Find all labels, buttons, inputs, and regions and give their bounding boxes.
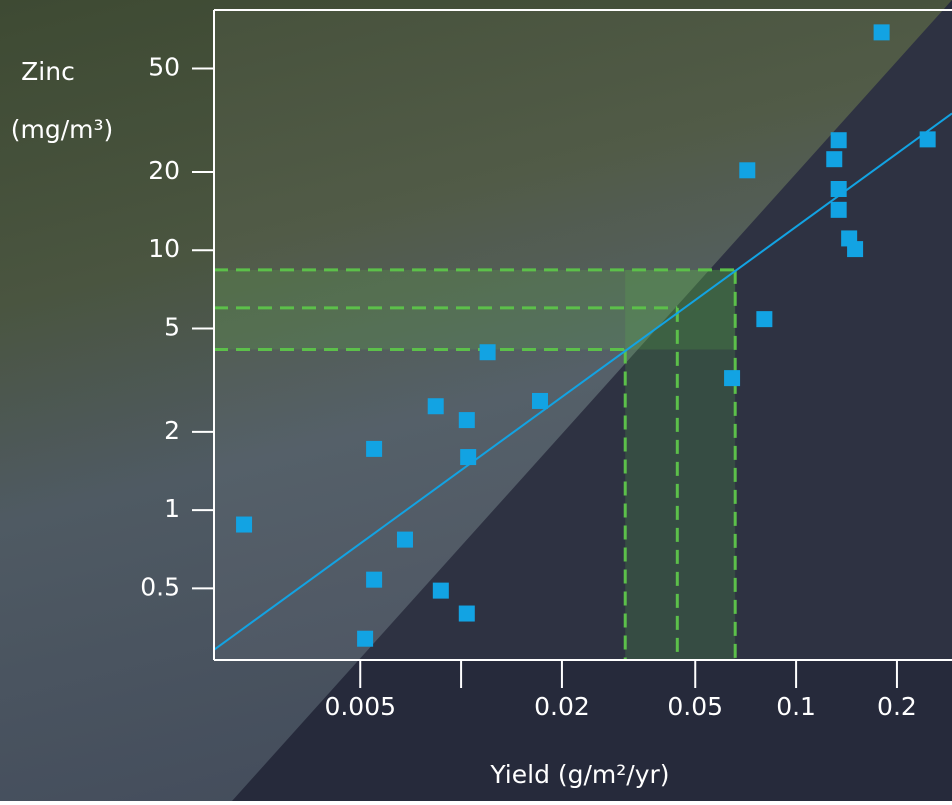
data-point [920, 131, 936, 147]
y-axis-label: Zinc [21, 57, 75, 86]
y-tick-label: 5 [164, 312, 180, 341]
data-point [459, 606, 475, 622]
y-tick-label: 0.5 [140, 572, 180, 601]
data-point [831, 132, 847, 148]
data-point [357, 631, 373, 647]
x-tick-label: 0.05 [667, 692, 723, 721]
data-point [874, 24, 890, 40]
x-tick-label: 0.1 [776, 692, 816, 721]
data-point [459, 412, 475, 428]
data-point [480, 344, 496, 360]
data-point [366, 441, 382, 457]
data-point [236, 517, 252, 533]
data-point [831, 181, 847, 197]
chart: Zinc (mg/m³) Yield (g/m²/yr) 0.5 1 2 5 10 20 5… [0, 0, 952, 801]
data-point [831, 202, 847, 218]
highlight-band [625, 270, 735, 660]
data-point [826, 151, 842, 167]
y-tick-label: 2 [164, 416, 180, 445]
y-tick-label: 1 [164, 494, 180, 523]
x-tick-label: 0.2 [877, 692, 917, 721]
data-point [756, 311, 772, 327]
y-tick-label: 50 [148, 53, 180, 82]
data-point [366, 572, 382, 588]
data-point [739, 162, 755, 178]
x-tick-label: 0.02 [534, 692, 590, 721]
y-tick-label: 20 [148, 156, 180, 185]
data-point [397, 532, 413, 548]
data-point [847, 241, 863, 257]
x-tick-label: 0.005 [324, 692, 396, 721]
x-axis-label: Yield (g/m²/yr) [489, 760, 669, 789]
y-tick-label: 10 [148, 234, 180, 263]
data-point [428, 398, 444, 414]
data-point [532, 393, 548, 409]
data-point [724, 370, 740, 386]
y-axis-label: (mg/m³) [11, 115, 114, 144]
data-point [460, 449, 476, 465]
data-point [433, 583, 449, 599]
